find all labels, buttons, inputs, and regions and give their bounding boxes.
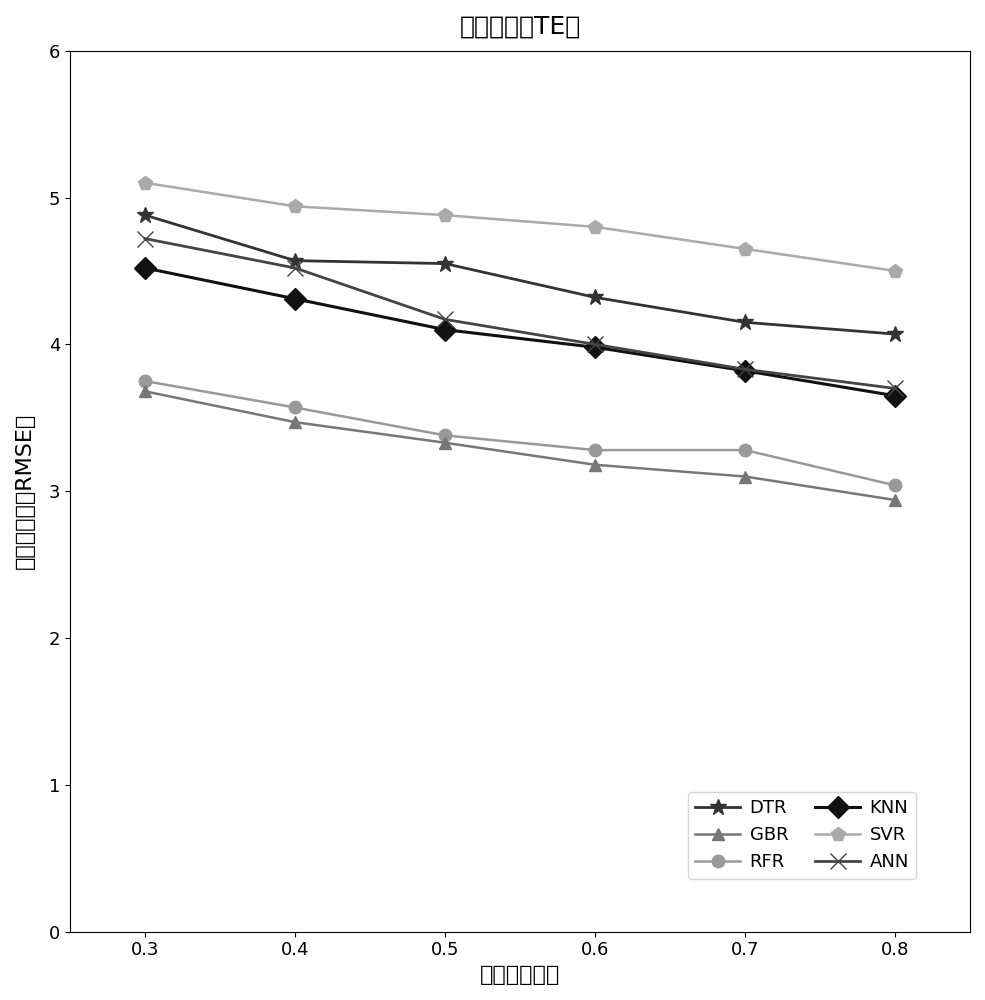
SVR [889, 265, 901, 277]
GBR [889, 494, 901, 506]
RFR [290, 401, 301, 413]
RFR [589, 444, 601, 456]
Line: KNN: KNN [138, 260, 902, 403]
GBR [439, 437, 451, 449]
GBR [139, 385, 151, 397]
Line: DTR: DTR [137, 207, 903, 342]
DTR [889, 328, 901, 340]
SVR [739, 243, 751, 255]
Line: RFR: RFR [139, 375, 901, 492]
RFR [739, 444, 751, 456]
RFR [439, 429, 451, 441]
X-axis label: 训练集的比例: 训练集的比例 [480, 965, 560, 985]
DTR [139, 209, 151, 221]
KNN [739, 365, 751, 377]
SVR [589, 221, 601, 233]
ANN [439, 313, 451, 325]
SVR [439, 209, 451, 221]
GBR [739, 471, 751, 483]
Title: 总延伸率（TE）: 总延伸率（TE） [459, 15, 581, 39]
KNN [589, 341, 601, 353]
GBR [290, 416, 301, 428]
DTR [739, 316, 751, 328]
KNN [439, 324, 451, 336]
Line: SVR: SVR [138, 176, 902, 278]
DTR [589, 291, 601, 303]
ANN [889, 382, 901, 394]
GBR [589, 459, 601, 471]
RFR [889, 479, 901, 491]
KNN [290, 293, 301, 305]
KNN [889, 390, 901, 402]
Legend: DTR, GBR, RFR, KNN, SVR, ANN: DTR, GBR, RFR, KNN, SVR, ANN [689, 792, 916, 879]
SVR [139, 177, 151, 189]
Line: GBR: GBR [139, 385, 901, 506]
ANN [139, 233, 151, 245]
Line: ANN: ANN [138, 231, 902, 396]
ANN [290, 262, 301, 274]
DTR [290, 255, 301, 267]
ANN [589, 338, 601, 350]
ANN [739, 363, 751, 375]
RFR [139, 375, 151, 387]
DTR [439, 258, 451, 270]
KNN [139, 262, 151, 274]
SVR [290, 200, 301, 212]
Y-axis label: 测试集的平均RMSE值: 测试集的平均RMSE值 [15, 413, 35, 569]
